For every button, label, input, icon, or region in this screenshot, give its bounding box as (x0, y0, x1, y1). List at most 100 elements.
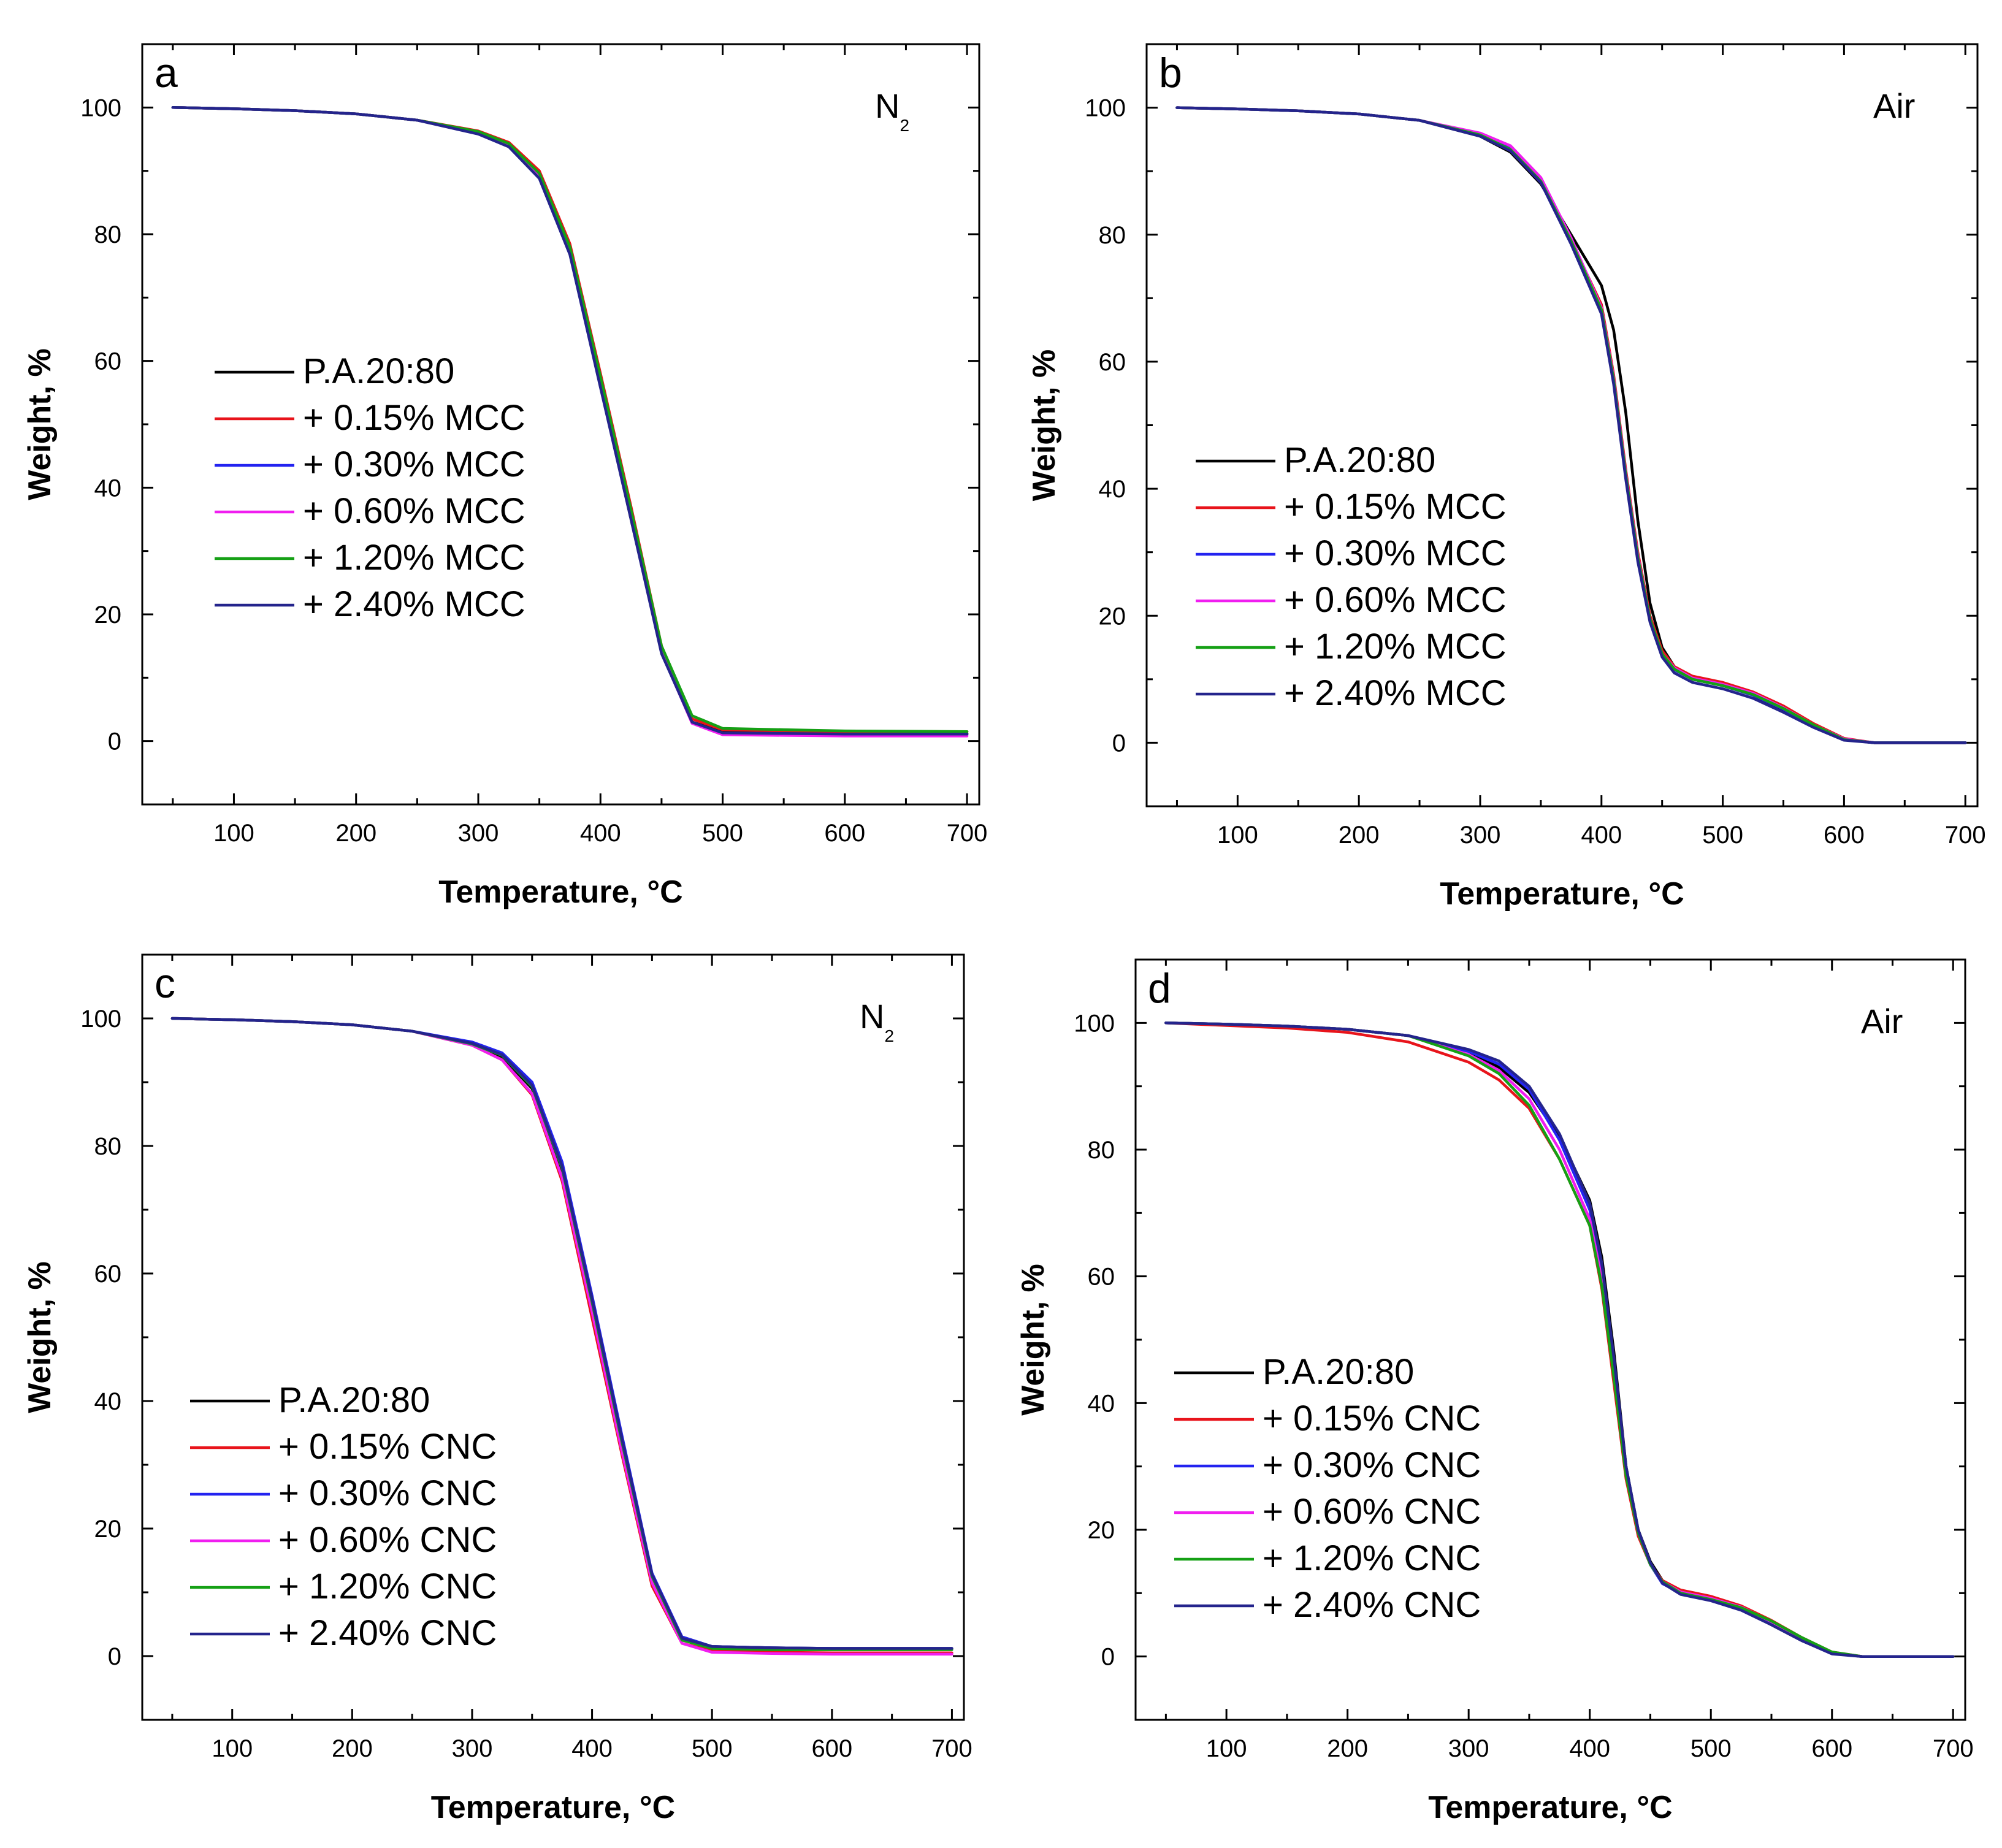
y-tick-label: 60 (94, 1261, 122, 1288)
legend-entry: + 0.15% CNC (278, 1427, 497, 1467)
series-curve (171, 106, 969, 736)
x-tick-label: 500 (1702, 822, 1743, 849)
legend-entry: + 1.20% MCC (303, 538, 525, 578)
panel-a: 100 200 300 400 500 600 700 0 20 40 60 80 100 Tempera… (22, 43, 988, 910)
x-tick-label: 300 (1448, 1735, 1489, 1762)
panel-letter: a (155, 50, 178, 96)
y-tick-label: 40 (1099, 476, 1126, 503)
legend-entry: + 0.30% CNC (1263, 1445, 1481, 1485)
y-tick-label: 100 (80, 94, 121, 121)
x-tick-label: 400 (580, 820, 621, 847)
x-axis-title: Temperature, °C (438, 874, 682, 910)
x-axis-title: Temperature, °C (431, 1790, 675, 1825)
x-tick-label: 100 (1217, 822, 1258, 849)
panel-letter: c (155, 960, 175, 1007)
legend-entry: + 0.60% MCC (1284, 580, 1507, 620)
legend-entry: P.A.20:80 (303, 351, 454, 391)
x-tick-label: 600 (811, 1735, 852, 1762)
y-axis-title: Weight, % (1015, 1264, 1051, 1415)
x-tick-label: 700 (1933, 1735, 1974, 1762)
x-tick-label: 500 (702, 820, 743, 847)
y-tick-label: 20 (1088, 1517, 1115, 1544)
y-axis-title: Weight, % (1026, 349, 1062, 501)
y-tick-label: 80 (1099, 222, 1126, 249)
x-tick-label: 700 (931, 1735, 972, 1762)
x-tick-label: 700 (947, 820, 988, 847)
y-tick-label: 100 (80, 1006, 121, 1033)
y-tick-label: 40 (1088, 1390, 1115, 1417)
series-curve (171, 106, 969, 736)
legend: P.A.20:80 + 0.15% CNC + 0.30% CNC + 0.60% C… (1174, 1352, 1481, 1625)
x-tick-label: 600 (1824, 822, 1865, 849)
y-tick-label: 60 (94, 348, 122, 375)
panel-c: 100 200 300 400 500 600 700 0 20 40 60 80 100 Tempera… (22, 953, 972, 1825)
series-curve (171, 106, 969, 735)
legend-entry: + 2.40% CNC (1263, 1585, 1481, 1625)
legend-entry: + 2.40% CNC (278, 1613, 497, 1653)
legend-entry: P.A.20:80 (1284, 440, 1435, 480)
y-tick-label: 100 (1085, 95, 1126, 122)
legend-entry: + 1.20% CNC (1263, 1538, 1481, 1578)
panel-letter: d (1148, 965, 1171, 1012)
x-tick-label: 400 (1581, 822, 1622, 849)
y-tick-label: 0 (1101, 1644, 1115, 1671)
legend-entry: + 1.20% CNC (278, 1567, 497, 1606)
legend: P.A.20:80 + 0.15% CNC + 0.30% CNC + 0.60% C… (190, 1380, 497, 1653)
y-tick-label: 40 (94, 1388, 122, 1415)
y-tick-label: 60 (1088, 1264, 1115, 1291)
x-tick-label: 600 (1811, 1735, 1852, 1762)
y-tick-label: 80 (94, 1133, 122, 1160)
atmosphere-label: N2 (875, 86, 909, 135)
x-tick-label: 200 (1339, 822, 1380, 849)
legend-entry: P.A.20:80 (278, 1380, 430, 1420)
atmosphere-label: Air (1873, 86, 1915, 125)
legend-entry: + 0.30% CNC (278, 1473, 497, 1513)
atmosphere-subscript: 2 (900, 116, 909, 135)
x-tick-label: 200 (335, 820, 376, 847)
y-axis-title: Weight, % (22, 1261, 58, 1413)
y-tick-label: 100 (1074, 1010, 1115, 1037)
atmosphere-label: N2 (860, 997, 894, 1045)
plot-frame (1134, 958, 1966, 1721)
legend-entry: + 0.30% MCC (303, 445, 525, 484)
x-tick-label: 700 (1945, 822, 1986, 849)
atmosphere-label: Air (1861, 1002, 1903, 1040)
legend: P.A.20:80 + 0.15% MCC + 0.30% MCC + 0.60% M… (1196, 440, 1507, 713)
series-curve (1175, 106, 1967, 744)
x-tick-label: 300 (1460, 822, 1501, 849)
atmosphere-subscript: 2 (884, 1026, 894, 1045)
legend-entry: + 2.40% MCC (303, 584, 525, 624)
x-tick-label: 500 (1691, 1735, 1732, 1762)
plot-frame (1145, 43, 1979, 808)
legend-entry: + 0.15% MCC (303, 398, 525, 438)
series-curve (170, 1017, 953, 1650)
y-tick-label: 0 (108, 728, 121, 755)
x-tick-label: 200 (1327, 1735, 1368, 1762)
x-tick-label: 100 (213, 820, 254, 847)
y-tick-label: 0 (1112, 730, 1126, 757)
x-tick-label: 400 (1569, 1735, 1610, 1762)
x-tick-label: 200 (332, 1735, 373, 1762)
plot-frame (141, 43, 980, 806)
y-tick-label: 80 (94, 221, 122, 248)
legend-entry: P.A.20:80 (1263, 1352, 1414, 1392)
x-axis-title: Temperature, °C (1440, 876, 1684, 912)
legend-entry: + 0.60% CNC (1263, 1492, 1481, 1532)
legend-entry: + 0.30% MCC (1284, 533, 1507, 573)
x-tick-label: 300 (458, 820, 499, 847)
x-axis-title: Temperature, °C (1428, 1790, 1672, 1825)
x-tick-label: 600 (824, 820, 865, 847)
x-tick-label: 100 (1206, 1735, 1247, 1762)
legend-entry: + 1.20% MCC (1284, 627, 1507, 666)
y-tick-label: 40 (94, 475, 122, 502)
y-axis-title: Weight, % (22, 348, 58, 500)
x-tick-label: 500 (692, 1735, 733, 1762)
series-curve (171, 106, 969, 738)
y-tick-label: 80 (1088, 1137, 1115, 1164)
legend-entry: + 0.15% CNC (1263, 1399, 1481, 1438)
y-tick-label: 20 (94, 1516, 122, 1543)
x-tick-label: 400 (571, 1735, 613, 1762)
legend-entry: + 0.15% MCC (1284, 487, 1507, 527)
y-tick-label: 60 (1099, 349, 1126, 376)
